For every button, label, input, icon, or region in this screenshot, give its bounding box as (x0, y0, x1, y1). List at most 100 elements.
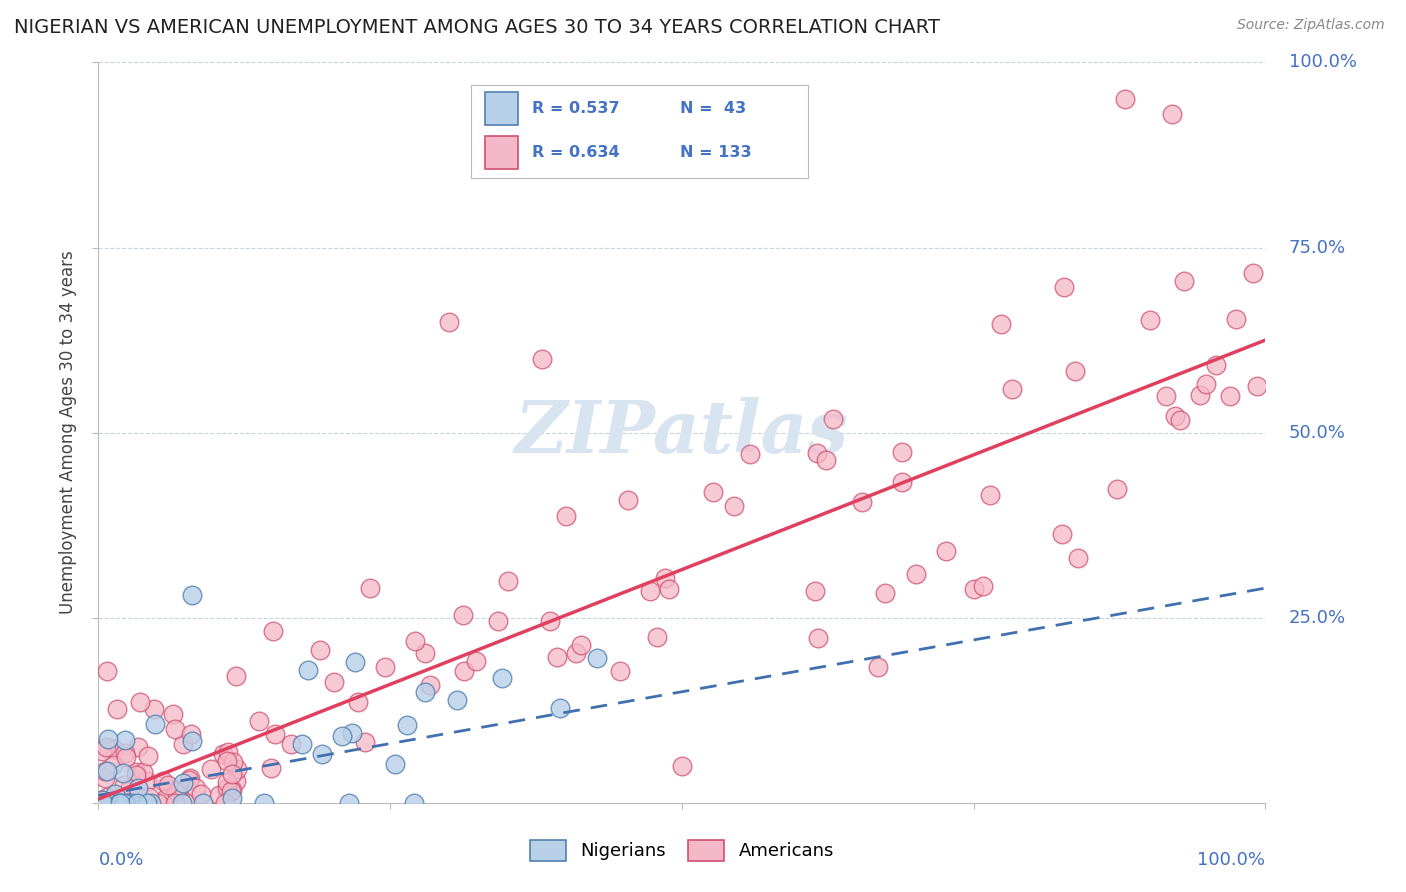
Point (215, 775, 238, 789)
Point (1161, 107, 1184, 121)
Point (177, 772, 200, 787)
Point (866, 660, 889, 674)
Point (222, 755, 245, 769)
Point (96, 796, 118, 810)
Point (221, 767, 243, 781)
Point (90, 744, 112, 758)
Point (645, 630, 668, 644)
Point (496, 574, 519, 589)
Point (1001, 382, 1024, 396)
Point (217, 780, 239, 795)
Bar (485, 136, 519, 169)
Point (165, 722, 187, 736)
Legend: Nigerians, Americans: Nigerians, Americans (523, 832, 841, 868)
Point (280, 737, 302, 751)
Point (225, 669, 247, 683)
Text: 25.0%: 25.0% (1289, 608, 1346, 627)
Point (1219, 388, 1241, 402)
Point (96, 789, 118, 804)
Point (384, 757, 406, 772)
Point (723, 499, 745, 513)
Point (253, 796, 276, 810)
Point (671, 758, 693, 772)
Point (404, 634, 426, 648)
Point (546, 650, 568, 665)
Point (291, 737, 314, 751)
Point (111, 766, 134, 780)
Point (103, 796, 125, 810)
Point (190, 787, 212, 801)
Point (1225, 312, 1247, 326)
Point (1139, 313, 1161, 327)
Point (226, 762, 249, 776)
Point (555, 508, 578, 523)
Point (174, 796, 197, 810)
Point (221, 782, 243, 797)
Point (413, 685, 436, 699)
Point (115, 796, 138, 810)
Point (97, 732, 120, 747)
Point (110, 796, 132, 810)
Point (172, 775, 194, 789)
Point (215, 754, 238, 768)
Point (114, 732, 136, 747)
Point (127, 740, 149, 755)
Point (404, 796, 426, 810)
Point (103, 796, 125, 810)
Point (344, 655, 367, 669)
Point (221, 790, 243, 805)
Text: Source: ZipAtlas.com: Source: ZipAtlas.com (1237, 18, 1385, 32)
Text: R = 0.634: R = 0.634 (531, 145, 620, 161)
Text: 100.0%: 100.0% (1198, 851, 1265, 869)
Point (98, 796, 121, 810)
Point (136, 749, 159, 764)
Point (114, 746, 136, 760)
Point (1246, 379, 1268, 393)
Point (162, 706, 184, 721)
Point (94, 764, 117, 778)
Point (104, 787, 127, 801)
Point (972, 579, 994, 593)
Point (129, 695, 152, 709)
Point (124, 768, 146, 782)
Point (90, 796, 112, 810)
Point (93, 796, 115, 810)
Point (359, 581, 381, 595)
Point (132, 764, 155, 779)
Point (114, 750, 136, 764)
Point (138, 790, 160, 805)
Point (172, 796, 194, 810)
Point (374, 660, 396, 674)
Point (1156, 389, 1178, 403)
Point (1168, 412, 1191, 426)
Text: 50.0%: 50.0% (1289, 424, 1346, 442)
Bar (485, 92, 519, 125)
Point (260, 761, 283, 775)
Point (193, 796, 215, 810)
Point (90, 796, 112, 810)
Point (90, 796, 112, 810)
Point (118, 780, 141, 795)
Point (136, 773, 159, 788)
Point (821, 411, 844, 425)
Point (96, 664, 118, 678)
Point (437, 314, 460, 328)
Point (262, 624, 284, 638)
Point (297, 663, 319, 677)
Point (464, 654, 486, 668)
Point (609, 665, 631, 679)
Point (585, 650, 607, 665)
Point (311, 747, 333, 761)
Point (979, 488, 1001, 502)
Point (1105, 482, 1128, 496)
Text: 100.0%: 100.0% (1289, 54, 1357, 71)
Point (120, 796, 142, 810)
Point (122, 796, 145, 810)
Point (538, 614, 561, 628)
Point (152, 774, 174, 789)
Point (658, 582, 681, 597)
Point (103, 742, 125, 756)
Point (530, 351, 553, 366)
Point (141, 796, 163, 810)
Point (165, 796, 187, 810)
